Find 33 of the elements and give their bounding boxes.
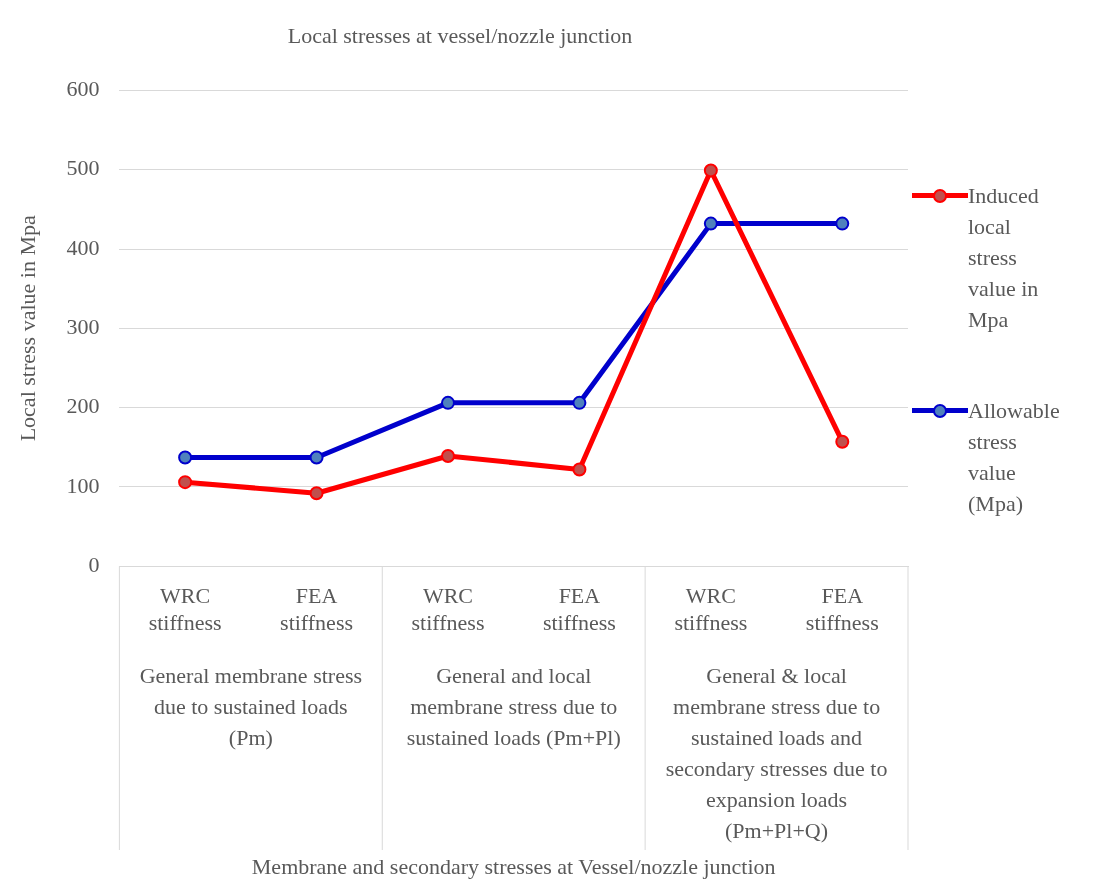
text: General & local membrane stress due to sustained loads and secondary stresses due to expansion loads (Pm+Pl+Q) — [665, 662, 888, 843]
y-tick-label: 500 — [66, 155, 100, 181]
point — [309, 450, 324, 465]
x-tick-label: WRC stiffness — [674, 583, 748, 635]
point — [309, 486, 324, 501]
point — [835, 434, 850, 449]
point — [835, 216, 850, 231]
point — [703, 163, 718, 178]
x-tick-label: WRC stiffness — [148, 583, 222, 635]
text: General membrane stress due to sustained loads (Pm) — [139, 662, 363, 750]
point — [440, 448, 455, 463]
x-tick-label: FEA stiffness — [280, 583, 354, 635]
point — [178, 450, 193, 465]
y-tick-label: 300 — [66, 314, 100, 340]
x-tick-label: FEA stiffness — [542, 583, 616, 635]
point — [572, 462, 587, 477]
legend-label: Induced local stress value in Mpa — [968, 182, 1040, 334]
y-tick-label: 200 — [66, 393, 100, 419]
point — [178, 475, 193, 490]
x-tick-label: FEA stiffness — [805, 583, 879, 635]
y-tick-label: 400 — [66, 234, 100, 260]
point — [572, 395, 587, 410]
text: General and local membrane stress due to sustained loads (Pm+Pl) — [406, 662, 621, 750]
x-tick-label: WRC stiffness — [411, 583, 485, 635]
chart-title: Local stresses at vessel/nozzle junction — [287, 22, 633, 48]
legend-label: Allowable stress value (Mpa) — [968, 397, 1061, 518]
point — [703, 216, 718, 231]
point — [440, 395, 455, 410]
text: Membrane and secondary stresses at Vessel/nozzle junction — [251, 853, 776, 879]
y-tick-label: 0 — [88, 551, 100, 577]
y-tick-label: 100 — [66, 472, 100, 498]
y-tick-label: 600 — [66, 76, 100, 102]
y-axis-title: Local stress value in Mpa — [14, 215, 40, 442]
